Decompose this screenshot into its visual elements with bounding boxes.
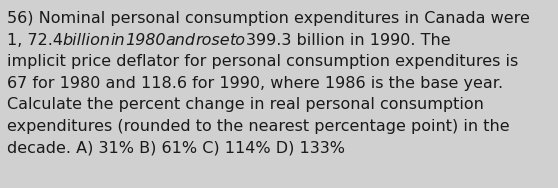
Text: rose: rose xyxy=(196,33,230,48)
Text: 1, 72.4: 1, 72.4 xyxy=(7,33,62,48)
Text: 56) Nominal personal consumption expenditures in Canada were: 56) Nominal personal consumption expendi… xyxy=(7,11,530,26)
Text: to: to xyxy=(230,33,247,48)
Text: and: and xyxy=(166,33,196,48)
Text: 67 for 1980 and 118.6 for 1990, where 1986 is the base year.: 67 for 1980 and 118.6 for 1990, where 19… xyxy=(7,76,503,91)
Text: Calculate the percent change in real personal consumption: Calculate the percent change in real per… xyxy=(7,97,484,112)
Text: billion: billion xyxy=(62,33,110,48)
Text: in: in xyxy=(110,33,126,48)
Text: 399.3 billion in 1990. The: 399.3 billion in 1990. The xyxy=(247,33,451,48)
Text: decade. A) 31% B) 61% C) 114% D) 133%: decade. A) 31% B) 61% C) 114% D) 133% xyxy=(7,140,345,155)
Text: 1980: 1980 xyxy=(126,33,166,48)
Text: implicit price deflator for personal consumption expenditures is: implicit price deflator for personal con… xyxy=(7,54,518,69)
Text: expenditures (rounded to the nearest percentage point) in the: expenditures (rounded to the nearest per… xyxy=(7,119,509,134)
